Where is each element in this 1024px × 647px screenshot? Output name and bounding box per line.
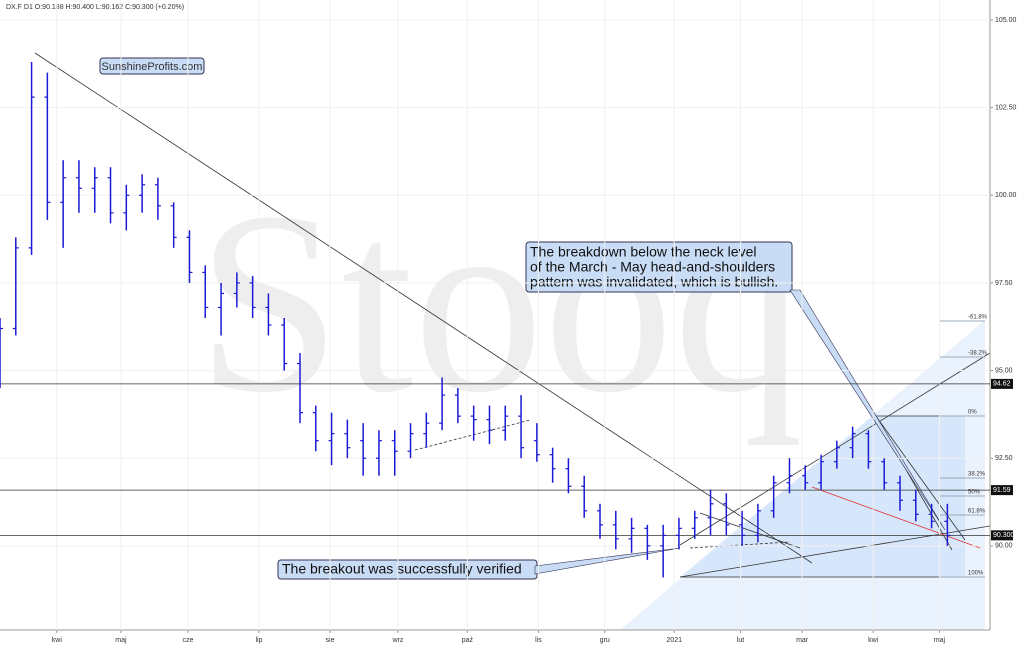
- x-tick-label: kwi: [52, 637, 63, 644]
- price-tag: [991, 485, 1013, 496]
- fib-label: 0%: [968, 410, 977, 416]
- annotation: of the March - May head-and-shoulders: [530, 259, 775, 275]
- price-tag: [991, 530, 1013, 541]
- y-tick-label: 105.00: [995, 17, 1017, 24]
- x-tick-label: cze: [182, 637, 193, 644]
- x-tick-label: kwi: [868, 637, 879, 644]
- price-tag-label: 90.300: [993, 532, 1015, 539]
- fib-label: 100%: [968, 571, 984, 577]
- fib-zone: [680, 416, 965, 577]
- y-tick-label: 95.00: [995, 367, 1013, 374]
- x-tick-label: gru: [600, 637, 610, 644]
- price-tag: [991, 378, 1013, 389]
- x-tick-label: wrz: [391, 637, 403, 644]
- x-tick-label: lip: [255, 637, 262, 644]
- fib-label: 61.8%: [968, 509, 986, 515]
- x-tick-label: paź: [462, 637, 474, 644]
- fib-label: -61.8%: [968, 315, 988, 321]
- x-tick-label: 2021: [666, 637, 682, 644]
- x-tick-label: sie: [326, 637, 335, 644]
- x-tick-label: lis: [535, 637, 542, 644]
- header: DX.F D1 O:90.188 H:90.400 L:90.162 C:90.…: [6, 4, 184, 11]
- annotation-pointer: [534, 547, 681, 575]
- x-tick-label: mar: [796, 637, 809, 644]
- watermark: Stooq: [197, 159, 804, 447]
- x-tick-label: maj: [115, 637, 127, 644]
- fib-label: 50%: [968, 490, 981, 496]
- x-tick-label: lut: [737, 637, 744, 644]
- annotation-box: [525, 241, 793, 293]
- neck-line: [811, 486, 981, 549]
- y-tick-label: 102.50: [995, 104, 1017, 111]
- brand-box: [99, 57, 205, 75]
- y-tick-label: 92.50: [995, 455, 1013, 462]
- price-tag-label: 91.59: [993, 487, 1011, 494]
- x-tick-label: maj: [934, 637, 946, 644]
- y-tick-label: 100.00: [995, 192, 1017, 199]
- brand: SunshineProfits.com: [102, 61, 203, 73]
- price-tag-label: 94.62: [993, 381, 1011, 388]
- fib-label: 38.2%: [968, 472, 986, 478]
- annotation-pointer: [789, 289, 946, 531]
- fib-label: -38.2%: [968, 351, 988, 357]
- annotation: The breakout was successfully verified: [282, 561, 522, 577]
- annotation: The breakdown below the neck level: [530, 244, 756, 260]
- y-tick-label: 97.50: [995, 280, 1013, 287]
- annotation: pattern was invalidated, which is bullis…: [530, 274, 778, 290]
- y-tick-label: 90.00: [995, 543, 1013, 550]
